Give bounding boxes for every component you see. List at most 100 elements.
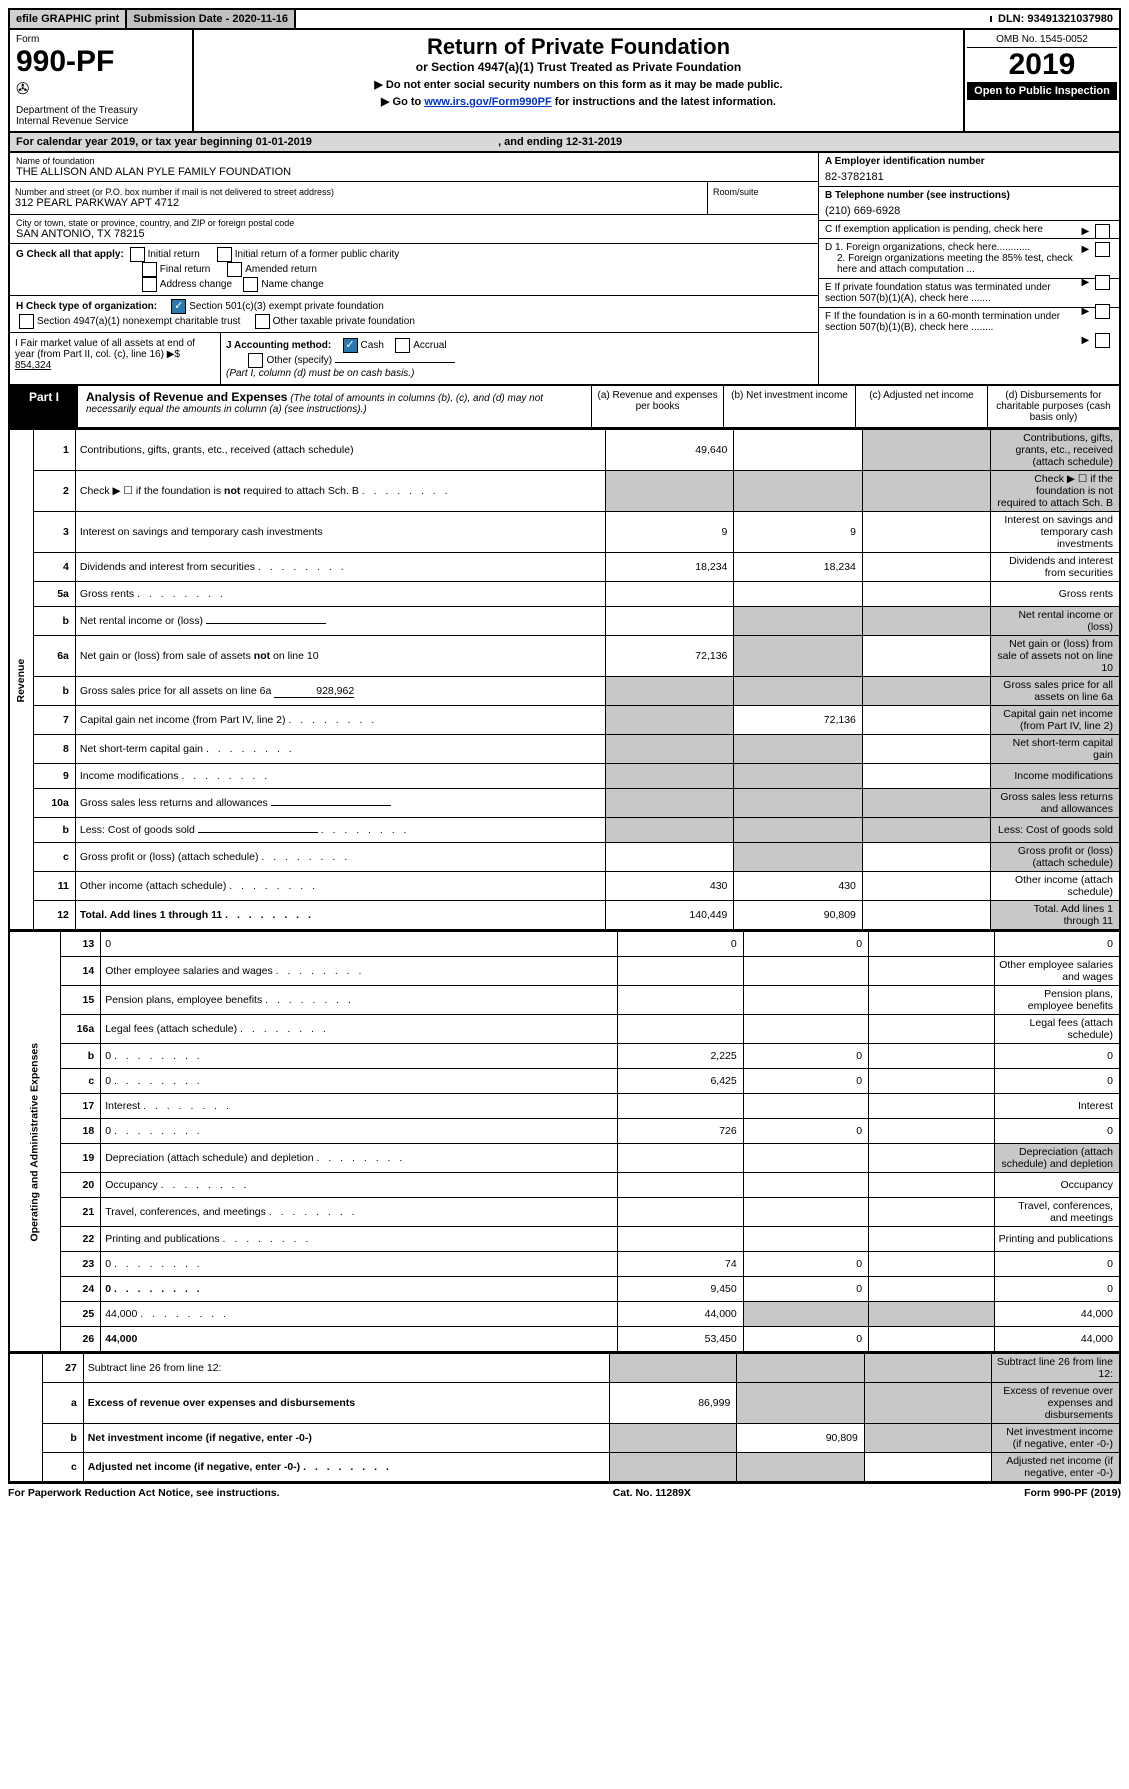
checkbox-d1[interactable] xyxy=(1095,242,1110,257)
line-16a: 16aLegal fees (attach schedule) . . . . … xyxy=(9,1015,1120,1044)
col-d: Capital gain net income (from Part IV, l… xyxy=(991,706,1120,735)
line-b: bNet investment income (if negative, ent… xyxy=(9,1424,1120,1453)
h-opt-0: Section 501(c)(3) exempt private foundat… xyxy=(189,301,384,312)
ein-cell: A Employer identification number 82-3782… xyxy=(819,153,1119,187)
col-d: Net investment income (if negative, ente… xyxy=(992,1424,1120,1453)
col-b xyxy=(734,764,863,789)
checkbox-final-return[interactable] xyxy=(142,262,157,277)
d1-label: D 1. Foreign organizations, check here..… xyxy=(825,242,1030,253)
line-11: 11Other income (attach schedule) . . . .… xyxy=(9,872,1120,901)
line-number: c xyxy=(34,843,75,872)
checkbox-c[interactable] xyxy=(1095,224,1110,239)
col-b xyxy=(743,1094,868,1119)
col-d: Interest xyxy=(994,1094,1120,1119)
col-d: Other employee salaries and wages xyxy=(994,957,1120,986)
dept-treasury: Department of the TreasuryInternal Reven… xyxy=(16,105,186,127)
col-c xyxy=(869,1198,994,1227)
col-d: Legal fees (attach schedule) xyxy=(994,1015,1120,1044)
omb-number: OMB No. 1545-0052 xyxy=(967,32,1117,48)
checkbox-other-method[interactable] xyxy=(248,353,263,368)
g-opt-2: Final return xyxy=(160,264,211,275)
city-cell: City or town, state or province, country… xyxy=(10,215,818,244)
line-desc: Less: Cost of goods sold . . . . . . . . xyxy=(75,818,605,843)
line-desc: Dividends and interest from securities .… xyxy=(75,553,605,582)
checkbox-4947[interactable] xyxy=(19,314,34,329)
col-d: Gross rents xyxy=(991,582,1120,607)
line-b: b0 . . . . . . . .2,22500 xyxy=(9,1044,1120,1069)
col-c xyxy=(869,1252,994,1277)
col-b: 72,136 xyxy=(734,706,863,735)
line-desc: Excess of revenue over expenses and disb… xyxy=(83,1383,609,1424)
checkbox-501c3[interactable] xyxy=(171,299,186,314)
checkbox-initial-return[interactable] xyxy=(130,247,145,262)
col-d: 0 xyxy=(994,1252,1120,1277)
checkbox-cash[interactable] xyxy=(343,338,358,353)
col-c xyxy=(862,430,991,471)
line-number: a xyxy=(42,1383,83,1424)
col-a xyxy=(605,677,734,706)
line-desc: Subtract line 26 from line 12: xyxy=(83,1354,609,1383)
col-a: 44,000 xyxy=(618,1302,743,1327)
checkbox-initial-former[interactable] xyxy=(217,247,232,262)
dln-label: DLN: xyxy=(998,13,1027,25)
line-desc: Depreciation (attach schedule) and deple… xyxy=(101,1144,618,1173)
checkbox-name-change[interactable] xyxy=(243,277,258,292)
col-d-head: (d) Disbursements for charitable purpose… xyxy=(988,386,1119,427)
line-desc: 0 . . . . . . . . xyxy=(101,1252,618,1277)
col-a: 0 xyxy=(618,932,743,957)
checkbox-e[interactable] xyxy=(1095,304,1110,319)
col-d: Dividends and interest from securities xyxy=(991,553,1120,582)
col-a: 430 xyxy=(605,872,734,901)
col-b xyxy=(743,957,868,986)
col-b xyxy=(743,1198,868,1227)
submission-date: Submission Date - 2020-11-16 xyxy=(127,10,296,28)
info-right: A Employer identification number 82-3782… xyxy=(819,153,1119,384)
col-a xyxy=(618,1173,743,1198)
col-a xyxy=(609,1424,737,1453)
efile-label: efile GRAPHIC print xyxy=(10,10,127,28)
col-d: Pension plans, employee benefits xyxy=(994,986,1120,1015)
line-number: b xyxy=(34,818,75,843)
line-20: 20Occupancy . . . . . . . .Occupancy xyxy=(9,1173,1120,1198)
checkbox-other-taxable[interactable] xyxy=(255,314,270,329)
col-a xyxy=(605,764,734,789)
checkbox-accrual[interactable] xyxy=(395,338,410,353)
line-number: b xyxy=(34,607,75,636)
col-b: 430 xyxy=(734,872,863,901)
line-desc: Adjusted net income (if negative, enter … xyxy=(83,1453,609,1483)
line-number: 17 xyxy=(60,1094,100,1119)
col-c xyxy=(862,636,991,677)
dln: DLN: 93491321037980 xyxy=(992,10,1119,28)
line-desc: Income modifications . . . . . . . . xyxy=(75,764,605,789)
col-c xyxy=(864,1383,992,1424)
col-b xyxy=(743,986,868,1015)
col-c xyxy=(864,1453,992,1483)
line-number: c xyxy=(60,1069,100,1094)
checkbox-f[interactable] xyxy=(1095,333,1110,348)
line-b: bGross sales price for all assets on lin… xyxy=(9,677,1120,706)
instruct-1: ▶ Do not enter social security numbers o… xyxy=(200,78,957,91)
line-desc: 44,000 . . . . . . . . xyxy=(101,1302,618,1327)
line-desc: Other employee salaries and wages . . . … xyxy=(101,957,618,986)
addr-label: Number and street (or P.O. box number if… xyxy=(15,187,702,197)
part1-title: Analysis of Revenue and Expenses xyxy=(86,390,287,404)
checkbox-amended[interactable] xyxy=(227,262,242,277)
col-a: 726 xyxy=(618,1119,743,1144)
line-desc: Other income (attach schedule) . . . . .… xyxy=(75,872,605,901)
line-desc: Net short-term capital gain . . . . . . … xyxy=(75,735,605,764)
sub-date-label: Submission Date - xyxy=(133,13,232,25)
line-desc: 0 xyxy=(101,932,618,957)
footer-left: For Paperwork Reduction Act Notice, see … xyxy=(8,1487,280,1499)
col-c xyxy=(862,582,991,607)
col-d: 0 xyxy=(994,1119,1120,1144)
checkbox-d2[interactable] xyxy=(1095,275,1110,290)
footer-mid: Cat. No. 11289X xyxy=(613,1487,691,1499)
checkbox-address-change[interactable] xyxy=(142,277,157,292)
col-b xyxy=(734,471,863,512)
side-label: Operating and Administrative Expenses xyxy=(9,932,60,1353)
irs-link[interactable]: www.irs.gov/Form990PF xyxy=(424,96,551,108)
f-cell: F If the foundation is in a 60-month ter… xyxy=(819,308,1119,336)
header-center: Return of Private Foundation or Section … xyxy=(194,30,965,131)
line-18: 180 . . . . . . . .72600 xyxy=(9,1119,1120,1144)
line-number: 14 xyxy=(60,957,100,986)
